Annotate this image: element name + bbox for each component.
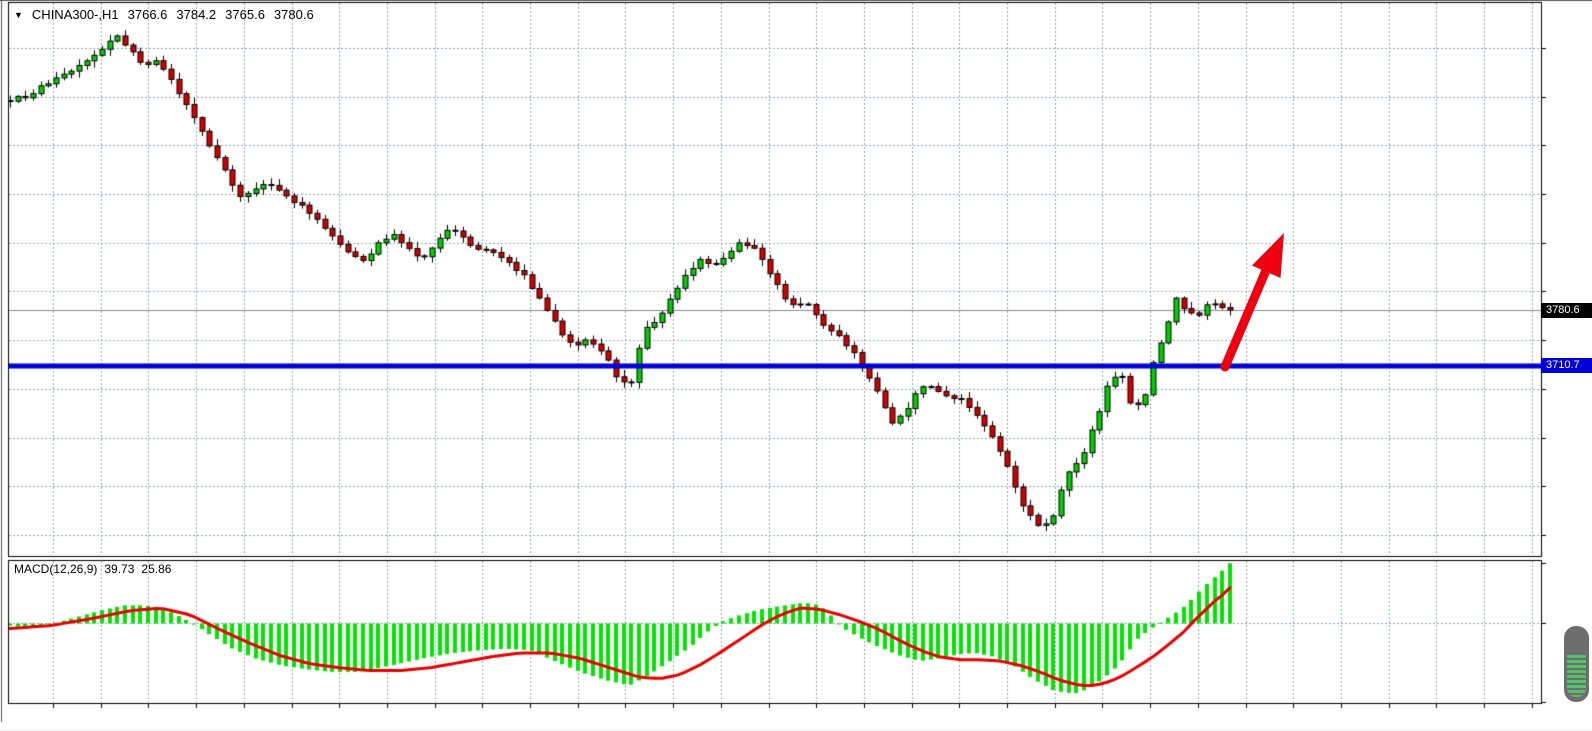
macd-indicator-label: MACD(12,26,9) bbox=[14, 562, 98, 576]
support-line-price-tag: 3710.7 bbox=[1541, 358, 1592, 373]
ohlc-close-value: 3780.6 bbox=[273, 7, 314, 22]
battery-gauge-fill bbox=[1567, 655, 1586, 697]
ohlc-open-value: 3766.6 bbox=[127, 7, 168, 22]
ohlc-high-value: 3784.2 bbox=[176, 7, 217, 22]
battery-gauge-icon bbox=[1564, 626, 1589, 702]
chart-header: ▼ CHINA300-,H1 3766.6 3784.2 3765.6 3780… bbox=[14, 7, 314, 22]
ohlc-low-value: 3765.6 bbox=[225, 7, 265, 22]
symbol-expander-icon[interactable]: ▼ bbox=[14, 9, 23, 20]
macd-signal-value: 25.86 bbox=[141, 562, 172, 576]
current-price-tag: 3780.6 bbox=[1541, 303, 1592, 318]
macd-indicator-header: MACD(12,26,9) 39.73 25.86 bbox=[14, 562, 171, 576]
macd-current-value: 39.73 bbox=[104, 562, 135, 576]
symbol-title: CHINA300-,H1 bbox=[31, 7, 119, 22]
